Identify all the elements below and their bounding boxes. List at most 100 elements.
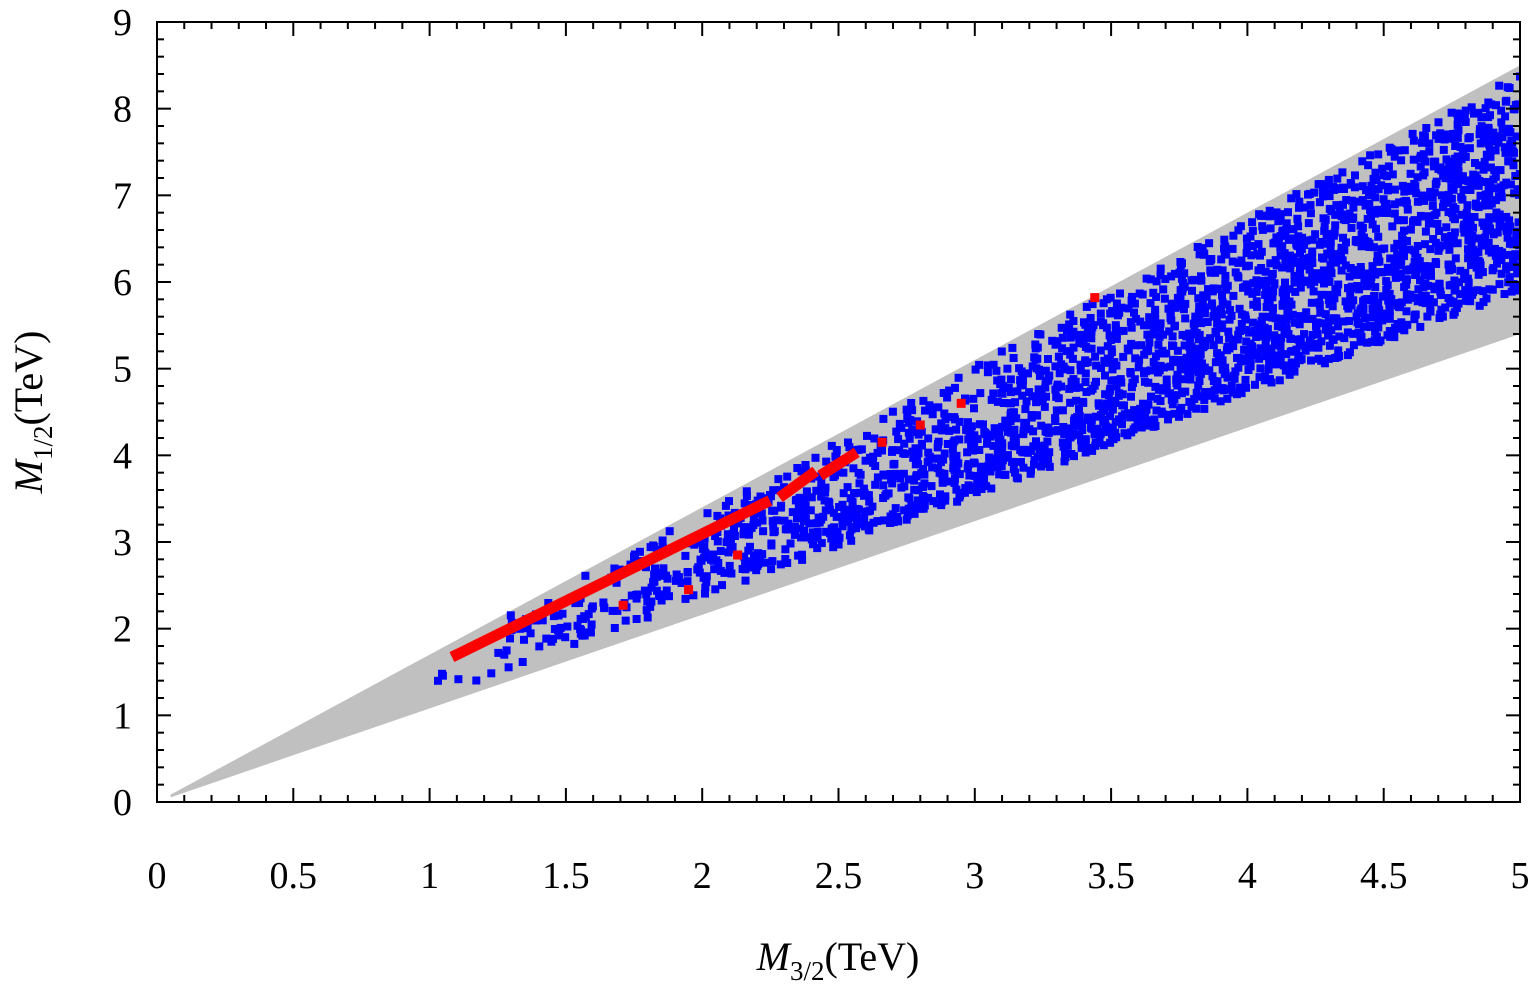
blue-point [1179, 364, 1187, 373]
blue-point [1254, 240, 1263, 249]
blue-point [1443, 240, 1452, 249]
blue-point [1137, 423, 1146, 432]
blue-point [558, 609, 567, 618]
blue-point [1444, 198, 1453, 207]
blue-point [1035, 365, 1043, 374]
blue-point [1300, 203, 1309, 212]
y-tick-label: 6 [113, 262, 132, 304]
y-tick-label: 4 [113, 435, 132, 477]
blue-point [1111, 321, 1120, 330]
blue-point [1260, 376, 1269, 385]
blue-point [1351, 171, 1359, 180]
blue-point [1185, 337, 1194, 346]
blue-point [728, 529, 737, 538]
blue-point [948, 440, 957, 449]
blue-point [1185, 342, 1194, 351]
blue-point [556, 623, 565, 632]
blue-point [797, 467, 806, 476]
blue-point [1127, 323, 1136, 332]
blue-point [1297, 245, 1306, 253]
blue-point [918, 441, 926, 450]
blue-point [989, 360, 998, 369]
blue-point [844, 438, 852, 447]
blue-point [1269, 360, 1278, 369]
blue-point [1480, 157, 1489, 166]
blue-point [1197, 319, 1206, 328]
blue-point [1390, 257, 1399, 266]
blue-point [1428, 193, 1437, 202]
blue-point [1413, 242, 1422, 250]
blue-point [1276, 216, 1285, 225]
blue-point [711, 585, 720, 594]
blue-point [1363, 338, 1371, 347]
blue-point [1385, 306, 1394, 315]
blue-point [1172, 391, 1181, 400]
blue-point [1509, 256, 1517, 265]
blue-point [650, 577, 659, 586]
blue-point [830, 523, 838, 532]
blue-point [1352, 236, 1361, 244]
blue-point [1041, 377, 1050, 386]
blue-point [599, 598, 608, 607]
blue-point [647, 597, 656, 606]
blue-point [1262, 282, 1270, 291]
blue-point [1233, 335, 1242, 344]
blue-point [1421, 157, 1430, 166]
red-point [618, 600, 628, 610]
blue-point [1186, 359, 1195, 367]
blue-point [1263, 346, 1271, 354]
red-point [733, 550, 743, 560]
blue-point [1051, 417, 1060, 425]
blue-point [1410, 216, 1419, 225]
blue-point [1490, 166, 1499, 175]
blue-point [1476, 191, 1485, 200]
blue-point [950, 479, 959, 487]
blue-point [1335, 332, 1344, 341]
blue-point [1130, 308, 1138, 317]
blue-point [1371, 193, 1380, 202]
blue-point [913, 496, 922, 505]
blue-point [1092, 361, 1101, 370]
blue-point [1081, 378, 1090, 386]
blue-point [869, 458, 877, 467]
blue-point [1464, 177, 1473, 186]
blue-point [1002, 421, 1011, 430]
blue-point [1081, 448, 1090, 457]
blue-point [772, 516, 781, 525]
blue-point [1502, 96, 1511, 105]
blue-point [871, 480, 880, 489]
blue-point [584, 610, 593, 619]
blue-point [1432, 177, 1441, 186]
blue-point [1242, 383, 1251, 392]
blue-point [1003, 427, 1012, 436]
blue-point [1477, 122, 1486, 131]
blue-point [1456, 142, 1465, 151]
blue-point [1106, 293, 1115, 302]
blue-point [1154, 349, 1163, 358]
blue-point [1209, 341, 1218, 350]
blue-point [1311, 230, 1320, 239]
blue-point [1479, 287, 1488, 296]
blue-point [1354, 328, 1363, 337]
blue-point [1228, 244, 1237, 253]
blue-point [1427, 271, 1435, 280]
blue-point [1344, 284, 1352, 292]
blue-point [1194, 335, 1203, 344]
blue-point [1020, 445, 1029, 454]
blue-point [1235, 326, 1244, 335]
blue-point [1231, 367, 1240, 376]
blue-point [1136, 414, 1145, 422]
blue-point [1359, 306, 1367, 315]
blue-point [1026, 446, 1035, 455]
blue-point [1378, 164, 1387, 173]
blue-point [925, 452, 934, 461]
blue-point [989, 389, 998, 398]
blue-point [1501, 112, 1510, 121]
blue-point [1003, 364, 1012, 373]
blue-point [1349, 341, 1358, 350]
blue-point [908, 406, 917, 415]
blue-point [1237, 320, 1246, 328]
blue-point [1261, 290, 1270, 299]
blue-point [1370, 292, 1379, 301]
blue-point [1058, 344, 1067, 353]
